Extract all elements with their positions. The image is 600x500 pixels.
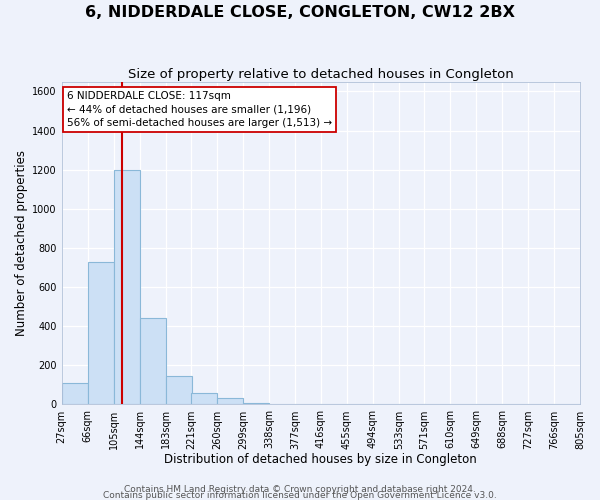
Text: 6 NIDDERDALE CLOSE: 117sqm
← 44% of detached houses are smaller (1,196)
56% of s: 6 NIDDERDALE CLOSE: 117sqm ← 44% of deta… [67,92,332,128]
Bar [217,398,243,404]
Bar [191,392,217,404]
Y-axis label: Number of detached properties: Number of detached properties [15,150,28,336]
Bar [243,402,269,404]
Bar [113,170,140,404]
Bar [88,262,113,404]
Bar [140,318,166,404]
Text: 6, NIDDERDALE CLOSE, CONGLETON, CW12 2BX: 6, NIDDERDALE CLOSE, CONGLETON, CW12 2BX [85,5,515,20]
Text: Contains public sector information licensed under the Open Government Licence v3: Contains public sector information licen… [103,490,497,500]
X-axis label: Distribution of detached houses by size in Congleton: Distribution of detached houses by size … [164,453,477,466]
Bar [62,383,88,404]
Text: Contains HM Land Registry data © Crown copyright and database right 2024.: Contains HM Land Registry data © Crown c… [124,485,476,494]
Bar [166,376,191,404]
Title: Size of property relative to detached houses in Congleton: Size of property relative to detached ho… [128,68,514,80]
